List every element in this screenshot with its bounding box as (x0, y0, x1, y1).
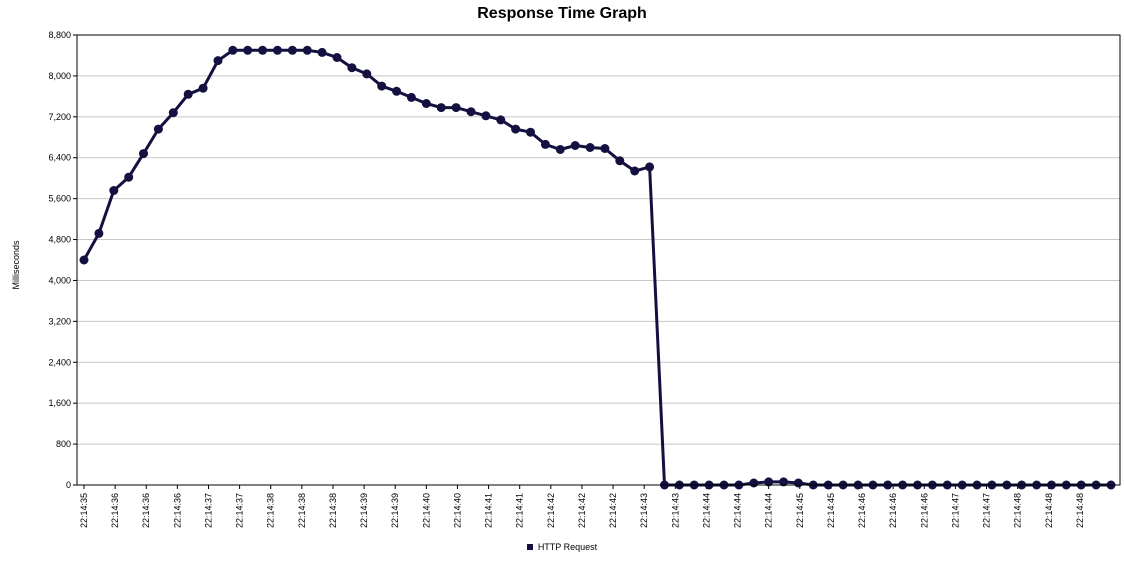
data-point (526, 127, 535, 137)
y-tick-label: 8,000 (48, 71, 71, 81)
x-tick-label: 22:14:38 (297, 493, 307, 528)
data-point (124, 172, 134, 182)
x-tick-label: 22:14:38 (328, 493, 338, 528)
y-tick-label: 7,200 (48, 112, 71, 122)
plot-frame (76, 34, 1121, 486)
data-point (496, 115, 506, 125)
x-tick-label: 22:14:37 (235, 493, 245, 528)
x-tick-label: 22:14:40 (421, 493, 431, 528)
data-point (317, 47, 327, 57)
x-tick-label: 22:14:46 (919, 493, 929, 528)
data-point (153, 124, 163, 134)
y-tick-label: 8,800 (48, 30, 71, 40)
data-point (451, 103, 461, 113)
data-point (258, 45, 268, 55)
x-tick-label: 22:14:44 (733, 493, 743, 528)
data-point (243, 45, 253, 55)
x-tick-label: 22:14:37 (203, 493, 213, 528)
data-point (109, 186, 119, 195)
x-tick-label: 22:14:39 (390, 493, 400, 528)
x-tick-label: 22:14:47 (950, 493, 960, 528)
y-tick-label: 800 (56, 439, 71, 449)
x-tick-label: 22:14:36 (172, 493, 182, 528)
data-point (347, 63, 357, 73)
data-point (466, 107, 476, 117)
data-point (183, 89, 193, 99)
data-point (600, 144, 610, 153)
legend-swatch (526, 543, 533, 550)
x-tick-label: 22:14:48 (1075, 493, 1085, 528)
data-point (749, 478, 759, 488)
x-tick-label: 22:14:48 (1013, 493, 1023, 528)
x-tick-label: 22:14:36 (141, 493, 151, 528)
axes: 0 800 1,600 2,400 3,200 4,000 4,800 5,600 6,400 7… (48, 30, 1084, 528)
data-point (615, 156, 625, 166)
data-point (213, 56, 223, 66)
data-point (377, 81, 387, 91)
legend-label: HTTP Request (537, 542, 598, 552)
data-point (645, 162, 655, 172)
x-tick-label: 22:14:44 (701, 493, 711, 528)
data-point (273, 45, 282, 55)
data-point (585, 143, 595, 152)
x-tick-label: 22:14:47 (982, 493, 992, 528)
legend: HTTP Request (0, 542, 1124, 552)
data-point (94, 228, 104, 238)
x-tick-label: 22:14:42 (546, 493, 556, 528)
data-point (540, 139, 550, 149)
data-point (793, 478, 803, 488)
data-point (630, 166, 640, 176)
grid-lines (77, 75, 1120, 445)
data-point (421, 99, 431, 108)
y-tick-label: 6,400 (48, 153, 71, 163)
y-tick-label: 4,800 (48, 235, 71, 245)
data-point (332, 53, 342, 62)
y-tick-label: 4,000 (48, 275, 71, 285)
data-point (406, 92, 416, 102)
data-point (198, 83, 208, 93)
x-tick-label: 22:14:35 (79, 493, 89, 528)
chart-title: Response Time Graph (477, 5, 647, 22)
data-point (79, 255, 89, 265)
plot-area (77, 35, 1120, 485)
data-point (779, 477, 789, 487)
data-point (570, 141, 580, 150)
y-tick-label: 2,400 (48, 357, 71, 367)
x-tick-label: 22:14:46 (857, 493, 867, 528)
data-point (392, 86, 402, 96)
x-tick-label: 22:14:46 (888, 493, 898, 528)
x-tick-label: 22:14:44 (764, 493, 774, 528)
data-point (228, 45, 238, 55)
data-point (168, 108, 178, 118)
data-point (139, 149, 148, 159)
x-tick-label: 22:14:36 (110, 493, 120, 528)
y-tick-label: 5,600 (48, 194, 71, 204)
data-point (287, 45, 297, 55)
data-point (764, 477, 774, 487)
x-tick-label: 22:14:42 (577, 493, 587, 528)
x-tick-label: 22:14:41 (515, 493, 525, 528)
data-point (511, 124, 521, 134)
x-tick-label: 22:14:39 (359, 493, 369, 528)
data-point (302, 45, 312, 55)
x-tick-label: 22:14:43 (670, 493, 680, 528)
data-point (436, 103, 446, 113)
x-tick-label: 22:14:48 (1044, 493, 1054, 528)
y-tick-label: 3,200 (48, 316, 71, 326)
x-tick-label: 22:14:42 (608, 493, 618, 528)
data-point (481, 111, 491, 121)
y-tick-label: 0 (66, 480, 71, 490)
x-tick-label: 22:14:45 (826, 493, 836, 528)
data-point (362, 69, 372, 79)
x-tick-label: 22:14:40 (452, 493, 462, 528)
x-tick-label: 22:14:43 (639, 493, 649, 528)
y-tick-label: 1,600 (48, 398, 71, 408)
x-tick-label: 22:14:38 (266, 493, 276, 528)
x-tick-label: 22:14:45 (795, 493, 805, 528)
x-tick-label: 22:14:41 (484, 493, 494, 528)
data-point (555, 145, 565, 154)
